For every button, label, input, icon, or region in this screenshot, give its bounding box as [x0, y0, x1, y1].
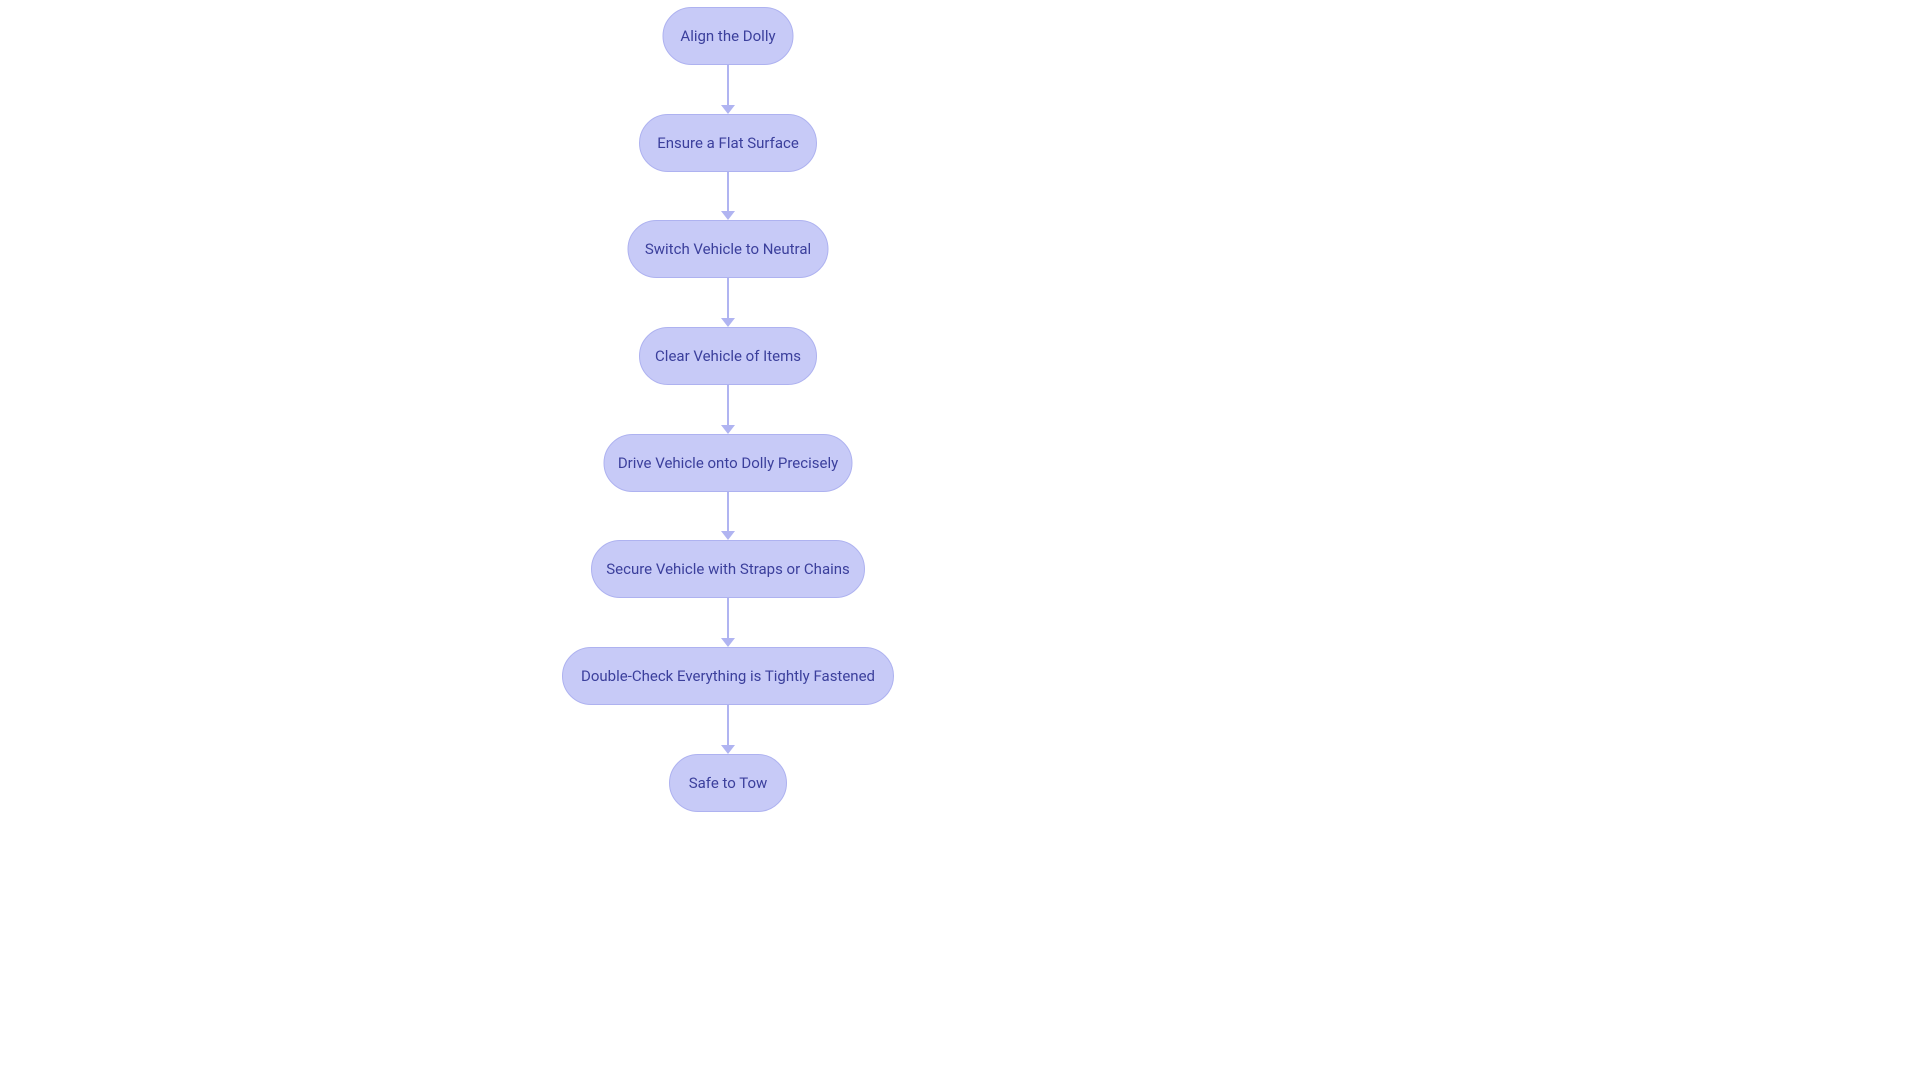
flow-node-label: Drive Vehicle onto Dolly Precisely [618, 454, 838, 472]
flow-edge-3 [727, 385, 729, 425]
flow-arrow-0 [721, 105, 735, 114]
flow-edge-6 [727, 705, 729, 745]
flowchart-container: Align the Dolly Ensure a Flat Surface Swit… [0, 0, 1920, 1080]
flow-node-6: Double-Check Everything is Tightly Faste… [562, 647, 894, 705]
flow-edge-4 [727, 492, 729, 531]
flow-node-3: Clear Vehicle of Items [639, 327, 817, 385]
flow-arrow-4 [721, 531, 735, 540]
flow-node-label: Align the Dolly [680, 27, 775, 45]
flow-arrow-5 [721, 638, 735, 647]
flow-arrow-6 [721, 745, 735, 754]
flow-edge-1 [727, 172, 729, 211]
flow-node-2: Switch Vehicle to Neutral [628, 220, 829, 278]
flow-node-label: Double-Check Everything is Tightly Faste… [581, 667, 875, 685]
flow-edge-5 [727, 598, 729, 638]
flow-edge-2 [727, 278, 729, 318]
flow-arrow-1 [721, 211, 735, 220]
flow-node-label: Secure Vehicle with Straps or Chains [606, 560, 850, 578]
flow-node-7: Safe to Tow [669, 754, 787, 812]
flow-node-5: Secure Vehicle with Straps or Chains [591, 540, 865, 598]
flow-arrow-2 [721, 318, 735, 327]
flow-node-0: Align the Dolly [663, 7, 794, 65]
flow-node-label: Safe to Tow [689, 774, 768, 792]
flow-node-label: Clear Vehicle of Items [655, 347, 801, 365]
flow-node-label: Switch Vehicle to Neutral [645, 240, 811, 258]
flow-node-1: Ensure a Flat Surface [639, 114, 817, 172]
flow-arrow-3 [721, 425, 735, 434]
flow-edge-0 [727, 65, 729, 105]
flow-node-label: Ensure a Flat Surface [657, 134, 799, 152]
flow-node-4: Drive Vehicle onto Dolly Precisely [604, 434, 853, 492]
